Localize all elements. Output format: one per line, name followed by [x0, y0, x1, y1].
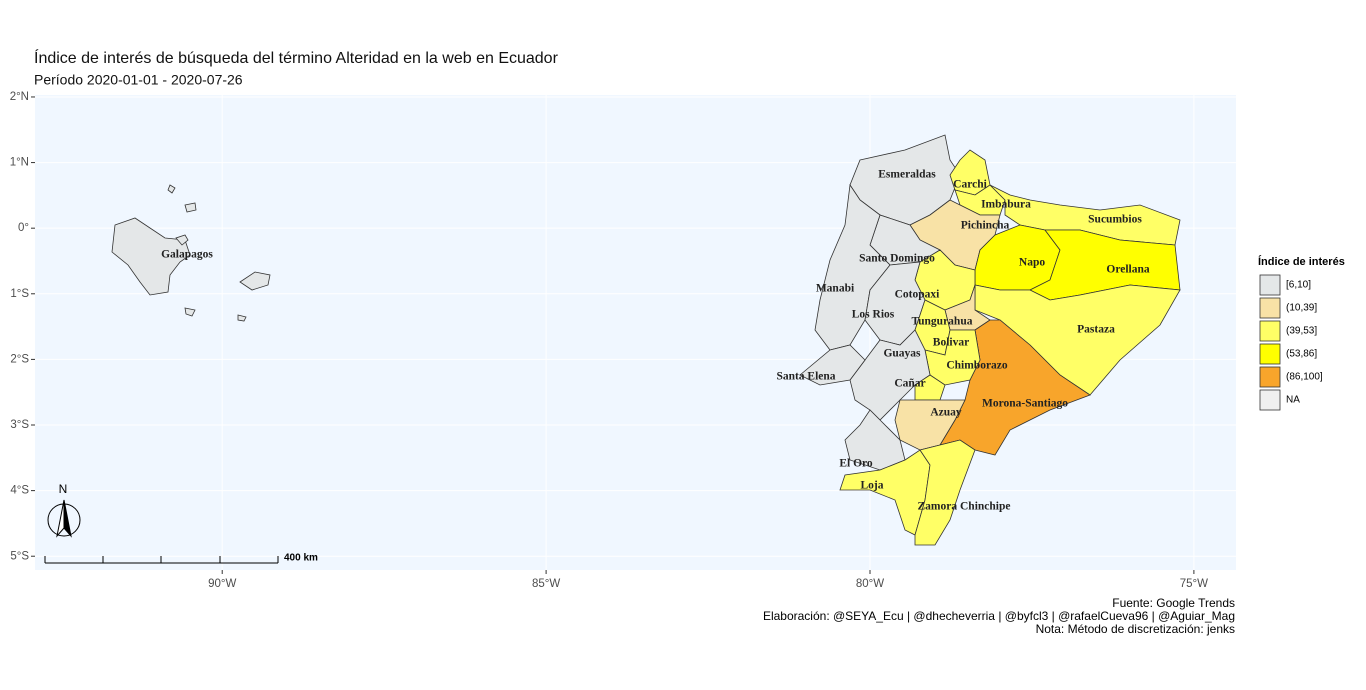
y-tick-label: 0°: [18, 222, 29, 234]
province-label: Orellana: [1106, 264, 1149, 276]
province-label: Pichincha: [961, 220, 1010, 232]
province-label: Loja: [861, 480, 884, 492]
province-label: Cotopaxi: [895, 289, 941, 301]
x-tick-label: 85°W: [532, 578, 560, 590]
title: Índice de interés de búsqueda del términ…: [34, 48, 559, 67]
caption: Elaboración: @SEYA_Ecu | @dhecheverria |…: [763, 609, 1235, 623]
province-label: Cañar: [894, 378, 925, 390]
y-tick-label: 4°S: [10, 485, 29, 497]
scale-bar: 400 km: [44, 553, 318, 564]
legend-label: (10,39]: [1286, 303, 1317, 314]
province-shape: [914, 374, 946, 401]
province-label: Morona-Santiago: [982, 398, 1068, 410]
province-label: Tungurahua: [912, 316, 973, 328]
province-label: Zamora Chinchipe: [918, 501, 1011, 513]
province-shape: [237, 314, 247, 322]
province-shape: [939, 319, 1091, 456]
province-label: Los Rios: [852, 309, 895, 321]
province-label: Carchi: [953, 179, 987, 191]
province-shape: [184, 202, 197, 213]
caption: Nota: Método de discretización: jenks: [1036, 622, 1235, 636]
province-label: Santo Domingo: [859, 253, 935, 265]
legend-label: (86,100]: [1286, 372, 1323, 383]
x-tick-label: 75°W: [1180, 578, 1208, 590]
province-label: Azuay: [930, 407, 962, 419]
legend-swatch: [1259, 389, 1281, 411]
province-shape: [111, 217, 191, 296]
province-shape: [814, 183, 891, 351]
province-label: Galapagos: [161, 249, 213, 261]
legend-label: [6,10]: [1286, 280, 1311, 291]
province-label: El Oro: [839, 458, 873, 470]
province-label: Santa Elena: [776, 371, 835, 383]
legend-swatch: [1259, 343, 1281, 365]
legend-label: (39,53]: [1286, 326, 1317, 337]
province-label: Napo: [1019, 257, 1045, 269]
legend-label: (53,86]: [1286, 349, 1317, 360]
arrow-right: [63, 499, 72, 538]
y-tick-label: 2°S: [10, 353, 29, 365]
province-shape: [799, 344, 866, 386]
y-tick-label: 1°N: [10, 157, 29, 169]
province-label: Bolivar: [933, 337, 969, 349]
y-tick-label: 1°S: [10, 288, 29, 300]
province-shape: [167, 184, 176, 194]
y-tick-label: 3°S: [10, 419, 29, 431]
y-tick-label: 5°S: [10, 550, 29, 562]
north-arrow: N: [47, 482, 81, 538]
x-tick-label: 90°W: [208, 578, 236, 590]
y-tick-label: 2°N: [10, 91, 29, 103]
province-shape: [239, 271, 271, 291]
legend-swatch: [1259, 320, 1281, 342]
province-label: Imbabura: [981, 199, 1031, 211]
province-shape: [175, 234, 189, 246]
province-label: Manabi: [816, 283, 855, 295]
legend-swatch: [1259, 297, 1281, 319]
province-label: Sucumbios: [1088, 214, 1142, 226]
legend-swatch: [1259, 274, 1281, 296]
province-label: Guayas: [883, 348, 921, 360]
province-label: Chimborazo: [946, 360, 1008, 372]
province-shape: [894, 399, 966, 451]
scale-label: 400 km: [284, 553, 318, 564]
province-shape: [184, 307, 196, 317]
legend-swatch: [1259, 366, 1281, 388]
legend-title: Índice de interés: [1258, 255, 1345, 268]
province-shape: [914, 439, 976, 546]
subtitle: Período 2020-01-01 - 2020-07-26: [34, 72, 243, 88]
province-label: Pastaza: [1077, 324, 1115, 336]
province-label: Esmeraldas: [878, 169, 936, 181]
caption: Fuente: Google Trends: [1112, 596, 1235, 610]
x-tick-label: 80°W: [856, 578, 884, 590]
north-label: N: [59, 482, 68, 496]
legend-label: NA: [1286, 395, 1300, 406]
